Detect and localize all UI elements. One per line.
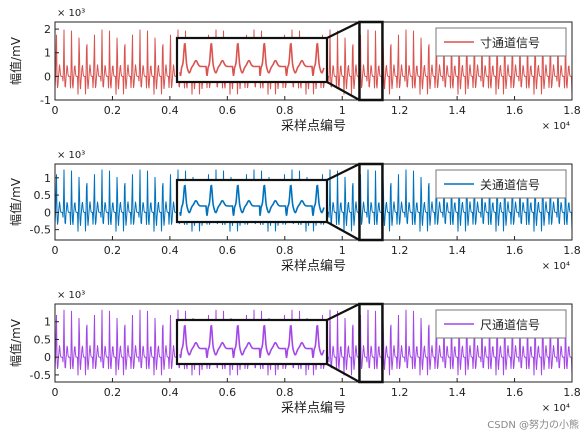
axes-frame [54,21,573,101]
inset-frame [175,318,329,366]
x-tick-label: 1.8 [563,244,581,257]
y-exponent: × 10³ [57,8,85,19]
chart-panel-3: 0 0.2 0.4 0.6 0.8 1 1.2 1.4 1.6 1.8-0.500.51× 10³… [8,290,581,416]
zoom-connector [326,81,360,101]
x-tick-label: 1 [339,104,346,117]
zoom-connector [326,363,360,383]
x-exponent: × 10⁴ [542,121,570,132]
y-tick-label: 1 [44,172,51,185]
y-tick-label: -0.5 [30,369,51,382]
x-tick-label: 1 [339,244,346,257]
series-line [55,29,572,95]
x-axis-label: 采样点编号 [281,401,346,416]
x-tick-label: 1.6 [506,386,524,399]
series-line [55,169,572,232]
legend-label: 尺通道信号 [480,318,540,332]
x-tick-label: 0.8 [276,104,294,117]
y-axis-label: 幅值/mV [8,177,23,226]
y-tick-label: 1 [44,316,51,329]
y-exponent: × 10³ [57,290,85,301]
x-tick-label: 1.4 [448,386,466,399]
x-tick-label: 1.4 [448,244,466,257]
x-tick-label: 0.6 [219,386,237,399]
x-tick-label: 1.6 [506,104,524,117]
y-tick-label: -0.5 [30,224,51,237]
x-tick-label: 0.4 [161,386,179,399]
chart-panel-2: 0 0.2 0.4 0.6 0.8 1 1.2 1.4 1.6 1.8-0.500.51× 10³… [8,150,581,274]
x-tick-label: 1 [339,386,346,399]
x-tick-label: 0.8 [276,386,294,399]
x-tick-label: 0.8 [276,244,294,257]
y-tick-label: 0.5 [34,189,52,202]
x-tick-label: 0.2 [104,104,122,117]
zoom-region-box [358,302,384,384]
x-exponent: × 10⁴ [542,261,570,272]
x-tick-label: 0.4 [161,104,179,117]
x-tick-label: 0.2 [104,386,122,399]
x-tick-label: 0.4 [161,244,179,257]
x-tick-label: 1.2 [391,244,409,257]
zoom-region-box [358,20,384,102]
legend-box [435,169,567,199]
y-axis-label: 幅值/mV [8,36,23,85]
y-axis-label: 幅值/mV [8,318,23,367]
y-exponent: × 10³ [57,150,85,161]
x-tick-label: 0 [52,386,59,399]
y-tick-label: 0 [44,70,51,83]
x-exponent: × 10⁴ [542,403,570,414]
inset-frame [175,36,329,84]
axes-frame [54,163,573,241]
x-tick-label: 1.6 [506,244,524,257]
y-tick-label: 1 [44,47,51,60]
legend-label: 寸通道信号 [480,36,540,50]
inset-line [179,324,325,359]
watermark: CSDN @努力の小熊 [487,420,579,431]
series-line [55,309,572,376]
x-tick-label: 1.2 [391,386,409,399]
x-axis-label: 采样点编号 [281,119,346,134]
x-tick-label: 1.2 [391,104,409,117]
y-tick-label: -1 [40,94,51,107]
x-tick-label: 0 [52,104,59,117]
y-tick-label: 0 [44,206,51,219]
y-tick-label: 0.5 [34,333,52,346]
x-tick-label: 0.2 [104,244,122,257]
x-tick-label: 1.8 [563,386,581,399]
x-tick-label: 1.4 [448,104,466,117]
zoom-connector [326,21,360,39]
y-tick-label: 2 [44,23,51,36]
inset-line [179,42,325,77]
inset-line [179,184,325,216]
legend-label: 关通道信号 [480,178,540,192]
x-tick-label: 0 [52,244,59,257]
zoom-connector [326,303,360,321]
zoom-connector [326,163,360,181]
zoom-region-box [358,162,384,242]
zoom-connector [326,221,360,241]
x-tick-label: 0.6 [219,104,237,117]
x-tick-label: 0.6 [219,244,237,257]
x-tick-label: 1.8 [563,104,581,117]
x-axis-label: 采样点编号 [281,259,346,274]
inset-frame [175,178,329,224]
y-tick-label: 0 [44,351,51,364]
axes-frame [54,303,573,383]
